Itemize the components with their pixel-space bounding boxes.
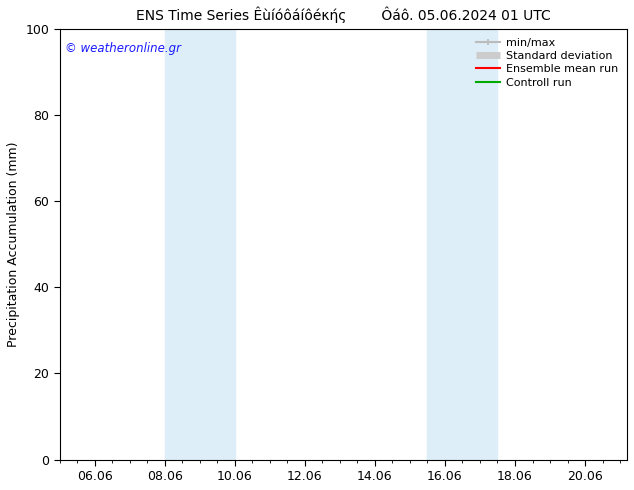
Bar bbox=[165, 29, 235, 460]
Legend: min/max, Standard deviation, Ensemble mean run, Controll run: min/max, Standard deviation, Ensemble me… bbox=[472, 34, 621, 91]
Y-axis label: Precipitation Accumulation (mm): Precipitation Accumulation (mm) bbox=[7, 142, 20, 347]
Text: © weatheronline.gr: © weatheronline.gr bbox=[65, 42, 181, 55]
Bar bbox=[427, 29, 498, 460]
Title: ENS Time Series Êùíóôáíôéκής        Ôáô. 05.06.2024 01 UTC: ENS Time Series Êùíóôáíôéκής Ôáô. 05.06.… bbox=[136, 7, 551, 24]
